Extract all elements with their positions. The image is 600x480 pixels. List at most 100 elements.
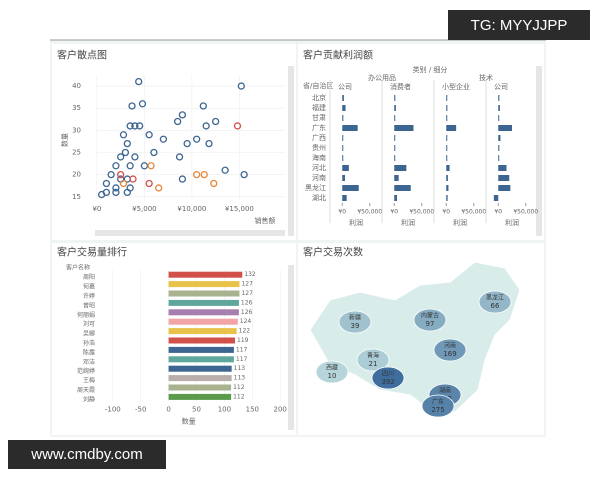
bar [168, 384, 232, 391]
region-name: 青海 [367, 352, 379, 360]
point [205, 139, 213, 148]
point [126, 122, 134, 130]
bar [498, 125, 512, 131]
value-label: 117 [236, 356, 248, 363]
bar [168, 375, 232, 382]
value-label: 112 [233, 393, 245, 400]
x-tick-label: 50 [192, 406, 201, 414]
region-name: 广东 [432, 398, 444, 406]
row-label: 周天霞 [77, 387, 95, 394]
bar [446, 195, 448, 201]
point [112, 188, 120, 197]
x-tick-label: ¥50,000 [409, 209, 434, 216]
scrollbar[interactable] [288, 265, 294, 430]
scrollbar[interactable] [95, 230, 285, 236]
group-label: 办公用品 [368, 73, 396, 82]
point [202, 122, 210, 130]
region-value: 169 [443, 350, 456, 358]
bar [168, 393, 232, 400]
region-name: 黑龙江 [486, 294, 504, 302]
point [117, 170, 125, 179]
y-axis-label: 数量 [60, 133, 69, 147]
x-tick-label: ¥5,000 [132, 205, 157, 213]
row-label: 邓洁 [83, 358, 95, 366]
bar [168, 356, 234, 363]
point [119, 131, 128, 139]
row-label: 河南 [312, 173, 326, 182]
x-tick-label: ¥50,000 [357, 209, 382, 216]
x-axis-label: 销售额 [255, 216, 276, 225]
bar [498, 105, 500, 111]
x-tick-label: ¥50,000 [461, 209, 486, 216]
x-tick-label: ¥10,000 [177, 205, 206, 213]
group-label: 技术 [479, 73, 493, 82]
bar [446, 95, 448, 101]
value-label: 124 [240, 318, 252, 325]
bar [498, 135, 501, 141]
point [192, 170, 201, 179]
header: 类别 / 细分 [413, 65, 448, 74]
point [159, 135, 168, 143]
bar [342, 135, 344, 141]
point [126, 162, 134, 170]
scrollbar[interactable] [536, 66, 542, 236]
scrollbar[interactable] [288, 66, 294, 236]
segment-label: 小型企业 [442, 82, 470, 91]
panel-title: 客户贡献利润额 [303, 49, 373, 62]
value-label: 127 [241, 290, 253, 297]
value-label: 112 [233, 384, 245, 391]
point [112, 184, 120, 192]
region-value: 275 [431, 406, 444, 414]
row-label: 河北 [312, 164, 326, 172]
region-name: 新疆 [349, 314, 361, 322]
point [129, 175, 137, 183]
value-label: 132 [244, 271, 256, 278]
bar [498, 155, 500, 161]
x-axis-label: 数量 [182, 417, 196, 426]
bar [342, 115, 344, 121]
region [478, 290, 512, 314]
point [119, 179, 128, 188]
point [211, 117, 220, 126]
value-label: 126 [241, 299, 253, 306]
row-label: 湖北 [312, 193, 326, 202]
bar [446, 115, 448, 121]
region-name: 四川 [382, 371, 394, 378]
point [112, 162, 120, 170]
point [102, 179, 111, 188]
bar [168, 365, 232, 372]
value-label: 119 [237, 337, 249, 344]
point [178, 175, 187, 183]
y-tick-label: 40 [72, 82, 81, 90]
x-axis-label: 利润 [349, 218, 363, 227]
x-axis-label: 利润 [453, 218, 467, 227]
point [131, 122, 139, 130]
bar [342, 185, 359, 191]
bar [342, 105, 346, 111]
panel-title: 客户交易量排行 [57, 246, 127, 259]
bar [394, 165, 407, 171]
point [131, 153, 139, 161]
bar [342, 95, 344, 101]
value-label: 122 [239, 328, 251, 335]
y-tick-label: 35 [72, 104, 81, 112]
bar [446, 125, 457, 131]
row-label: 刘静 [83, 395, 95, 403]
x-tick-label: ¥0 [390, 209, 398, 216]
region [356, 348, 390, 372]
region [315, 360, 349, 384]
x-tick-label: ¥0 [92, 205, 101, 213]
bar [394, 155, 396, 161]
point [123, 139, 131, 148]
segment-label: 公司 [494, 83, 508, 91]
point [145, 179, 153, 188]
bar [394, 185, 411, 191]
point [178, 111, 187, 119]
bar [394, 145, 396, 151]
row-label: 曾昭 [83, 301, 95, 309]
region-value: 39 [351, 322, 360, 330]
bar [394, 195, 397, 201]
point [237, 82, 245, 90]
point [117, 153, 125, 161]
